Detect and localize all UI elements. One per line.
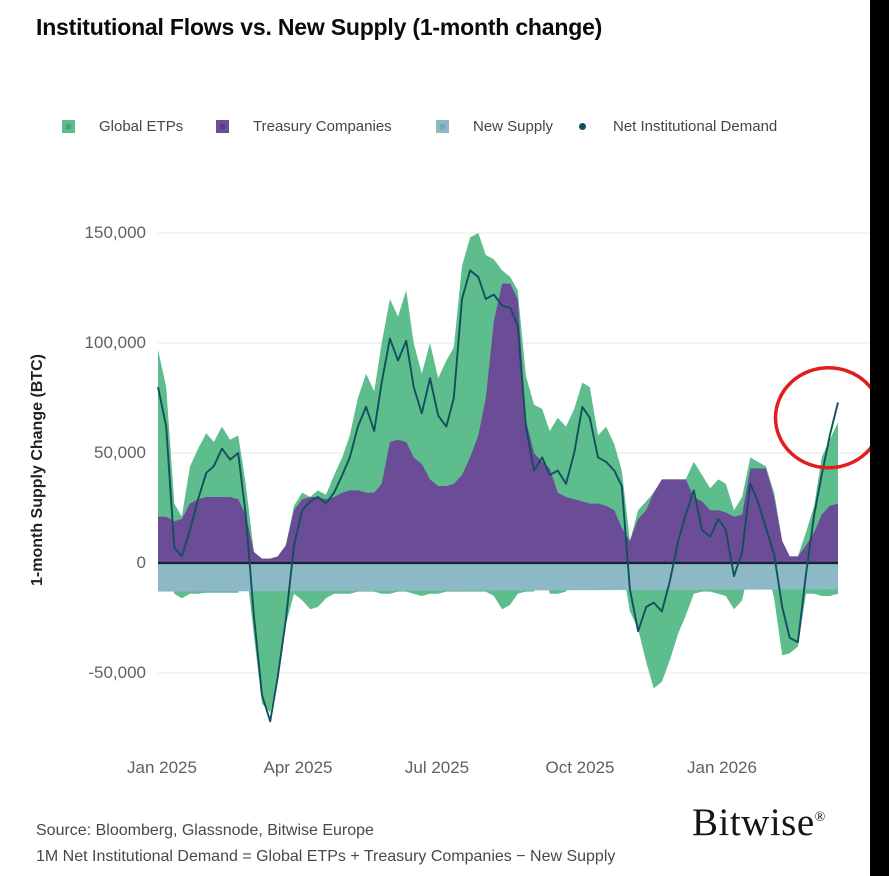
legend-label: Global ETPs — [99, 117, 184, 135]
y-tick-50000: 50,000 — [94, 443, 146, 462]
y-tick-150000: 150,000 — [84, 223, 146, 242]
treasury-companies-area — [158, 283, 838, 563]
net-demand-line — [157, 269, 839, 723]
global-etps-negative-area — [158, 563, 838, 713]
treasury-companies-swatch-icon — [216, 119, 229, 133]
legend-label: Treasury Companies — [253, 117, 392, 135]
new-supply-swatch-icon — [436, 119, 449, 133]
y-tick-0: 0 — [136, 553, 146, 572]
legend-item-global-etps: Global ETPs — [62, 117, 184, 135]
y-tick-neg50000: -50,000 — [88, 663, 146, 682]
legend-label: Net Institutional Demand — [613, 117, 778, 135]
x-tick-oct-2025: Oct 2025 — [545, 758, 615, 777]
legend-item-new-supply: New Supply — [436, 117, 554, 135]
net-demand-dot-icon — [579, 122, 586, 130]
global-etps-swatch-icon — [62, 119, 75, 133]
legend-item-net-institutional-demand: Net Institutional Demand — [576, 117, 778, 135]
formula-note: 1M Net Institutional Demand = Global ETP… — [36, 848, 616, 865]
x-tick-apr-2025: Apr 2025 — [263, 758, 333, 777]
legend-label: New Supply — [473, 117, 554, 135]
x-tick-jan-2025: Jan 2025 — [127, 758, 197, 777]
legend-item-treasury-companies: Treasury Companies — [216, 117, 392, 135]
source-note: Source: Bloomberg, Glassnode, Bitwise Eu… — [36, 822, 374, 839]
registered-mark: ® — [814, 810, 826, 825]
bitwise-logo: Bitwise® — [692, 801, 826, 844]
right-black-strip — [870, 0, 889, 876]
y-tick-100000: 100,000 — [84, 333, 146, 352]
page-title: Institutional Flows vs. New Supply (1-mo… — [36, 14, 603, 40]
new-supply-band — [158, 563, 838, 592]
x-tick-jul-2025: Jul 2025 — [404, 758, 470, 777]
x-tick-jan-2026: Jan 2026 — [687, 758, 757, 777]
